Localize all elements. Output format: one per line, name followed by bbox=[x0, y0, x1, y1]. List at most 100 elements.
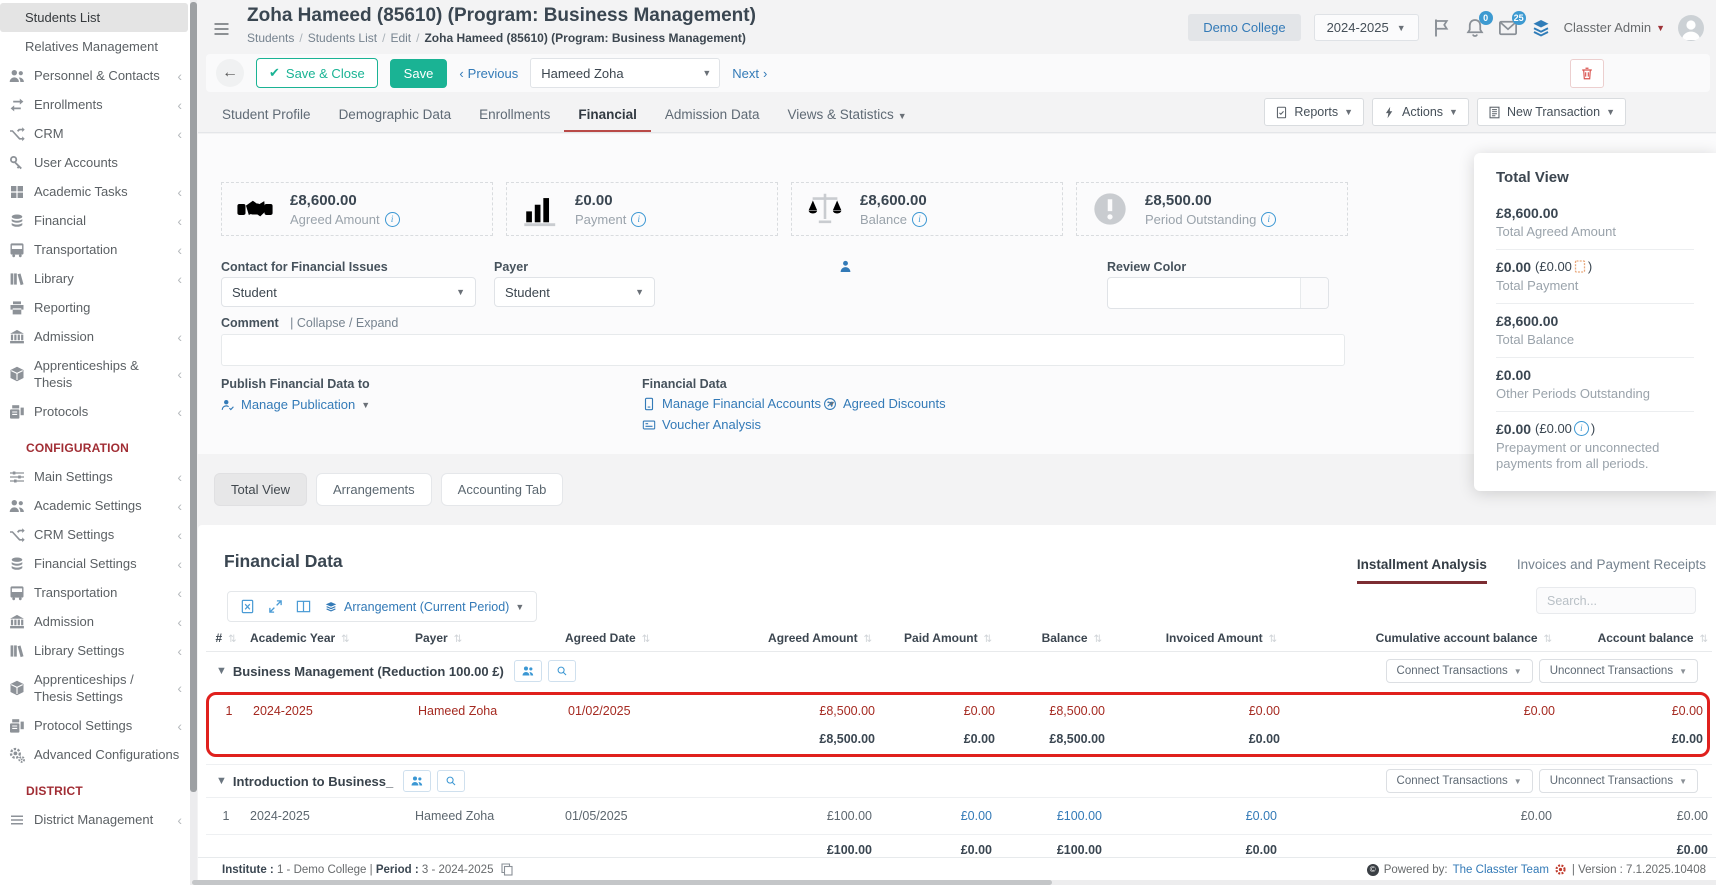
new-transaction-button[interactable]: New Transaction▼ bbox=[1477, 98, 1626, 126]
flag-icon[interactable] bbox=[1432, 18, 1452, 38]
review-color-input[interactable] bbox=[1108, 278, 1300, 308]
connect-transactions-button[interactable]: Connect Transactions▼ bbox=[1386, 769, 1533, 793]
sidebar-item-admission[interactable]: Admission‹ bbox=[0, 322, 190, 351]
arrangement-dropdown[interactable]: Arrangement (Current Period)▼ bbox=[324, 600, 524, 614]
breadcrumb-students[interactable]: Students bbox=[247, 31, 294, 45]
tab-enrollments[interactable]: Enrollments bbox=[465, 107, 564, 132]
col-academic-year[interactable]: Academic Year⇅ bbox=[246, 631, 411, 645]
sidebar-item-reporting[interactable]: Reporting bbox=[0, 293, 190, 322]
payer-person-icon[interactable] bbox=[838, 259, 853, 274]
sidebar-item-transportation[interactable]: Transportation‹ bbox=[0, 235, 190, 264]
save-button[interactable]: Save bbox=[390, 59, 448, 88]
info-icon[interactable]: i bbox=[385, 212, 400, 227]
sidebar-item-personnel-contacts[interactable]: Personnel & Contacts‹ bbox=[0, 61, 190, 90]
messages-mail-icon[interactable]: 25 bbox=[1498, 18, 1518, 38]
view-tab-arrangements[interactable]: Arrangements bbox=[316, 473, 432, 506]
sidebar-item-transportation[interactable]: Transportation‹ bbox=[0, 578, 190, 607]
sidebar-item-main-settings[interactable]: Main Settings‹ bbox=[0, 462, 190, 491]
table-row[interactable]: 1 2024-2025 Hameed Zoha 01/05/2025 £100.… bbox=[206, 798, 1712, 835]
sidebar-item-students-list[interactable]: Students List bbox=[0, 3, 188, 32]
sidebar-item-protocol-settings[interactable]: Protocol Settings‹ bbox=[0, 711, 190, 740]
sidebar-item-apprenticeships-thesis[interactable]: Apprenticeships & Thesis‹ bbox=[0, 351, 190, 397]
sidebar-item-user-accounts[interactable]: User Accounts bbox=[0, 148, 190, 177]
manage-financial-accounts-link[interactable]: Manage Financial Accounts▼ bbox=[642, 396, 836, 411]
voucher-analysis-link[interactable]: Voucher Analysis bbox=[642, 417, 761, 432]
sidebar-item-crm[interactable]: CRM‹ bbox=[0, 119, 190, 148]
sidebar-item-academic-settings[interactable]: Academic Settings‹ bbox=[0, 491, 190, 520]
reports-button[interactable]: Reports▼ bbox=[1264, 98, 1364, 126]
agreed-discounts-link[interactable]: Agreed Discounts bbox=[823, 396, 946, 411]
sidebar-scrollbar-thumb[interactable] bbox=[190, 2, 197, 792]
sidebar-item-financial[interactable]: Financial‹ bbox=[0, 206, 190, 235]
view-tab-accounting[interactable]: Accounting Tab bbox=[441, 473, 564, 506]
sidebar-scrollbar[interactable] bbox=[190, 0, 197, 885]
collapse-caret-icon[interactable]: ▼ bbox=[216, 665, 227, 677]
col-paid-amount[interactable]: Paid Amount⇅ bbox=[876, 631, 996, 645]
horizontal-scrollbar[interactable] bbox=[190, 880, 1716, 885]
next-button[interactable]: Next› bbox=[732, 66, 767, 81]
view-tab-total-view[interactable]: Total View bbox=[214, 473, 307, 506]
expand-icon[interactable] bbox=[268, 599, 283, 614]
search-input[interactable] bbox=[1536, 587, 1696, 614]
sidebar-item-library[interactable]: Library‹ bbox=[0, 264, 190, 293]
info-icon[interactable]: i bbox=[1261, 212, 1276, 227]
tab-admission-data[interactable]: Admission Data bbox=[651, 107, 774, 132]
layers-add-icon[interactable] bbox=[1531, 18, 1551, 38]
save-close-button[interactable]: ✔Save & Close bbox=[256, 58, 378, 88]
group-payers-button[interactable] bbox=[403, 770, 431, 792]
col-cumulative-balance[interactable]: Cumulative account balance⇅ bbox=[1281, 631, 1556, 645]
tab-financial[interactable]: Financial bbox=[564, 107, 651, 132]
notifications-bell-icon[interactable]: 0 bbox=[1465, 18, 1485, 38]
columns-icon[interactable] bbox=[296, 599, 311, 614]
collapse-caret-icon[interactable]: ▼ bbox=[216, 775, 227, 787]
sidebar-item-library-settings[interactable]: Library Settings‹ bbox=[0, 636, 190, 665]
user-menu[interactable]: Classter Admin▼ bbox=[1564, 20, 1665, 35]
sidebar-item-crm-settings[interactable]: CRM Settings‹ bbox=[0, 520, 190, 549]
col-payer[interactable]: Payer⇅ bbox=[411, 631, 561, 645]
manage-publication-link[interactable]: Manage Publication▼ bbox=[221, 397, 370, 412]
previous-button[interactable]: ‹Previous bbox=[459, 66, 518, 81]
unconnect-transactions-button[interactable]: Unconnect Transactions▼ bbox=[1539, 769, 1698, 793]
group-payers-button[interactable] bbox=[514, 660, 542, 682]
comment-collapse-toggle[interactable]: | Collapse / Expand bbox=[290, 316, 398, 330]
col-agreed-amount[interactable]: Agreed Amount⇅ bbox=[711, 631, 876, 645]
hamburger-menu-icon[interactable] bbox=[213, 22, 230, 36]
col-invoiced-amount[interactable]: Invoiced Amount⇅ bbox=[1106, 631, 1281, 645]
info-icon[interactable]: i bbox=[1574, 421, 1589, 436]
copy-icon[interactable] bbox=[501, 863, 513, 876]
tab-views-statistics[interactable]: Views & Statistics▼ bbox=[773, 107, 920, 132]
sidebar-item-admission[interactable]: Admission‹ bbox=[0, 607, 190, 636]
sidebar-item-apprenticeships-thesis-settings[interactable]: Apprenticeships / Thesis Settings‹ bbox=[0, 665, 190, 711]
tab-invoices-receipts[interactable]: Invoices and Payment Receipts bbox=[1517, 557, 1706, 584]
year-selector[interactable]: 2024-2025▼ bbox=[1314, 14, 1419, 41]
group-inspect-button[interactable] bbox=[548, 660, 576, 682]
info-icon[interactable]: i bbox=[631, 212, 646, 227]
contact-financial-select[interactable]: Student▼ bbox=[221, 277, 476, 307]
payer-select[interactable]: Student▼ bbox=[494, 277, 655, 307]
horizontal-scrollbar-thumb[interactable] bbox=[192, 880, 1052, 885]
sidebar-item-financial-settings[interactable]: Financial Settings‹ bbox=[0, 549, 190, 578]
sidebar-item-academic-tasks[interactable]: Academic Tasks‹ bbox=[0, 177, 190, 206]
tab-student-profile[interactable]: Student Profile bbox=[208, 107, 325, 132]
info-icon[interactable]: i bbox=[912, 212, 927, 227]
delete-button[interactable] bbox=[1570, 59, 1604, 88]
classter-team-link[interactable]: The Classter Team bbox=[1453, 864, 1549, 876]
col-account-balance[interactable]: Account balance⇅ bbox=[1556, 631, 1712, 645]
invoice-doc-icon[interactable] bbox=[1574, 260, 1586, 273]
sidebar-item-district-management[interactable]: District Management‹ bbox=[0, 805, 190, 834]
institute-badge[interactable]: Demo College bbox=[1188, 14, 1300, 41]
col-balance[interactable]: Balance⇅ bbox=[996, 631, 1106, 645]
avatar[interactable] bbox=[1678, 15, 1704, 41]
tab-installment-analysis[interactable]: Installment Analysis bbox=[1357, 557, 1487, 584]
breadcrumb-edit[interactable]: Edit bbox=[390, 31, 411, 45]
export-excel-icon[interactable] bbox=[240, 599, 255, 614]
student-selector[interactable]: Hameed Zoha▼ bbox=[530, 58, 720, 88]
table-row[interactable]: 1 2024-2025 Hameed Zoha 01/02/2025 £8,50… bbox=[209, 696, 1707, 725]
col-num[interactable]: #⇅ bbox=[206, 631, 246, 645]
unconnect-transactions-button[interactable]: Unconnect Transactions▼ bbox=[1539, 659, 1698, 683]
sidebar-item-enrollments[interactable]: Enrollments‹ bbox=[0, 90, 190, 119]
col-agreed-date[interactable]: Agreed Date⇅ bbox=[561, 631, 711, 645]
connect-transactions-button[interactable]: Connect Transactions▼ bbox=[1386, 659, 1533, 683]
comment-textarea[interactable] bbox=[221, 334, 1345, 366]
sidebar-item-advanced-configurations[interactable]: Advanced Configurations bbox=[0, 740, 190, 769]
